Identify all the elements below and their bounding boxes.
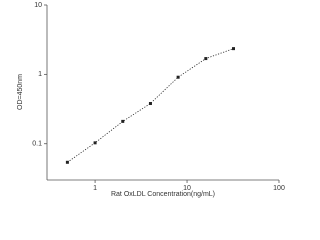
point [204,57,208,61]
point [121,119,125,123]
x-tick-label: 10 [183,185,191,192]
x-axis-label: Rat OxLDL Concentration(ng/mL) [111,191,215,198]
chart: Rat OxLDL Concentration(ng/mL) OD=450nm … [17,2,285,198]
y-tick-label: 0.1 [32,141,42,148]
point [176,75,180,79]
fit-line [67,48,234,163]
point [65,160,69,164]
x-tick-label: 100 [273,185,285,192]
point [148,102,152,106]
y-axis-label: OD=450nm [17,74,24,110]
y-tick-label: 1 [38,71,42,78]
point [93,141,97,145]
y-tick-label: 10 [34,2,42,9]
point [231,47,235,51]
x-tick-label: 1 [93,185,97,192]
